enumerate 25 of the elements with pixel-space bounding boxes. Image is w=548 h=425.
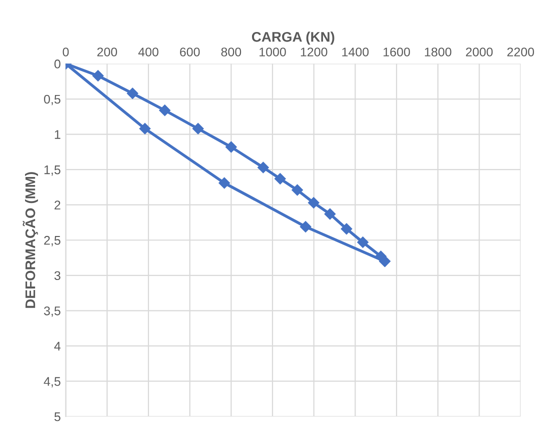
y-tick-label: 4	[54, 342, 61, 350]
y-axis-title: DEFORMAÇÃO (MM)	[22, 172, 38, 308]
x-tick-label: 2200	[507, 48, 534, 56]
y-tick-label: 1,5	[44, 166, 60, 176]
x-tick-label: 0	[62, 48, 69, 56]
x-tick-label: 1800	[424, 48, 452, 56]
y-tick-label: 4,5	[44, 377, 60, 388]
x-tick-label: 400	[138, 48, 158, 56]
y-tick-label: 5	[54, 412, 60, 422]
y-tick-label: 1	[54, 130, 60, 139]
y-tick-label: 3	[54, 271, 60, 280]
x-axis-title: CARGA (KN)	[252, 32, 334, 45]
y-tick-label: 3,5	[44, 306, 60, 317]
y-tick-label: 2	[54, 200, 60, 210]
x-tick-label: 800	[221, 48, 242, 56]
x-tick-label: 1600	[384, 48, 410, 56]
x-tick-label: 600	[180, 48, 200, 56]
y-tick-label: 2,5	[44, 236, 60, 246]
x-tick-label: 1000	[260, 48, 286, 56]
x-tick-label: 1200	[300, 48, 328, 56]
x-tick-label: 1400	[342, 48, 369, 56]
y-tick-label: 0	[54, 60, 60, 68]
y-tick-label: 0,5	[44, 94, 60, 106]
x-tick-label: 200	[97, 48, 118, 56]
x-tick-label: 2000	[466, 48, 493, 56]
